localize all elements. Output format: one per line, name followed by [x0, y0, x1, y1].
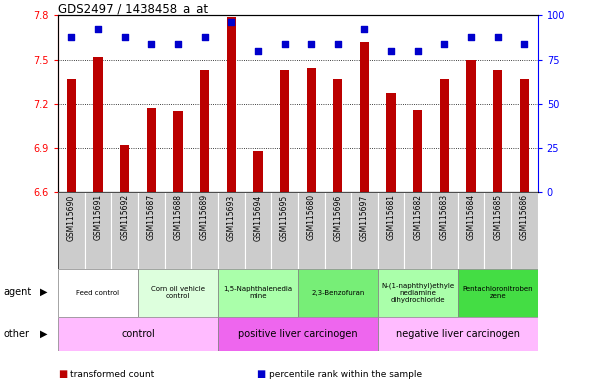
Bar: [85, 192, 111, 269]
Point: [67, 33, 76, 40]
Bar: [227, 17, 236, 192]
Point: [386, 48, 396, 54]
Bar: [58, 269, 138, 317]
Bar: [298, 192, 324, 269]
Text: GSM115693: GSM115693: [227, 194, 236, 240]
Bar: [218, 269, 298, 317]
Bar: [244, 192, 271, 269]
Text: GSM115692: GSM115692: [120, 194, 129, 240]
Text: GSM115691: GSM115691: [93, 194, 103, 240]
Point: [333, 41, 343, 47]
Bar: [404, 192, 431, 269]
Point: [413, 48, 423, 54]
Point: [147, 41, 156, 47]
Bar: [191, 192, 218, 269]
Text: GDS2497 / 1438458_a_at: GDS2497 / 1438458_a_at: [58, 2, 208, 15]
Point: [200, 33, 210, 40]
Text: percentile rank within the sample: percentile rank within the sample: [269, 370, 422, 379]
Bar: [387, 93, 396, 192]
Text: GSM115688: GSM115688: [174, 194, 183, 240]
Point: [519, 41, 529, 47]
Text: GSM115684: GSM115684: [467, 194, 475, 240]
Text: ■: ■: [58, 369, 67, 379]
Text: GSM115680: GSM115680: [307, 194, 316, 240]
Bar: [280, 70, 289, 192]
Text: N-(1-naphthyl)ethyle
nediamine
dihydrochloride: N-(1-naphthyl)ethyle nediamine dihydroch…: [381, 283, 455, 303]
Bar: [493, 70, 502, 192]
Bar: [458, 192, 485, 269]
Bar: [174, 111, 183, 192]
Bar: [200, 70, 209, 192]
Text: control: control: [121, 329, 155, 339]
Bar: [333, 79, 343, 192]
Bar: [298, 269, 378, 317]
Bar: [440, 79, 449, 192]
Text: 1,5-Naphthalenedia
mine: 1,5-Naphthalenedia mine: [224, 286, 293, 299]
Bar: [271, 192, 298, 269]
Text: Pentachloronitroben
zene: Pentachloronitroben zene: [463, 286, 533, 299]
Text: 2,3-Benzofuran: 2,3-Benzofuran: [311, 290, 365, 296]
Point: [173, 41, 183, 47]
Bar: [307, 68, 316, 192]
Text: GSM115681: GSM115681: [387, 194, 396, 240]
Text: GSM115687: GSM115687: [147, 194, 156, 240]
Bar: [466, 60, 476, 192]
Text: agent: agent: [3, 287, 31, 297]
Bar: [378, 192, 404, 269]
Bar: [511, 192, 538, 269]
Point: [226, 19, 236, 25]
Point: [306, 41, 316, 47]
Bar: [378, 269, 458, 317]
Bar: [218, 317, 378, 351]
Text: GSM115696: GSM115696: [334, 194, 342, 240]
Text: GSM115689: GSM115689: [200, 194, 209, 240]
Text: Corn oil vehicle
control: Corn oil vehicle control: [151, 286, 205, 299]
Text: GSM115683: GSM115683: [440, 194, 449, 240]
Text: GSM115697: GSM115697: [360, 194, 369, 240]
Bar: [413, 109, 422, 192]
Bar: [431, 192, 458, 269]
Bar: [138, 269, 218, 317]
Bar: [93, 56, 103, 192]
Text: transformed count: transformed count: [70, 370, 155, 379]
Bar: [111, 192, 138, 269]
Text: GSM115686: GSM115686: [520, 194, 529, 240]
Bar: [485, 192, 511, 269]
Text: GSM115695: GSM115695: [280, 194, 289, 240]
Bar: [351, 192, 378, 269]
Point: [93, 26, 103, 33]
Point: [493, 33, 503, 40]
Bar: [138, 192, 164, 269]
Bar: [520, 79, 529, 192]
Bar: [458, 269, 538, 317]
Bar: [378, 317, 538, 351]
Bar: [218, 192, 244, 269]
Point: [439, 41, 449, 47]
Point: [253, 48, 263, 54]
Text: negative liver carcinogen: negative liver carcinogen: [396, 329, 520, 339]
Text: GSM115694: GSM115694: [254, 194, 262, 240]
Text: positive liver carcinogen: positive liver carcinogen: [238, 329, 357, 339]
Text: ■: ■: [257, 369, 266, 379]
Point: [280, 41, 290, 47]
Text: ▶: ▶: [40, 287, 47, 297]
Text: ▶: ▶: [40, 329, 47, 339]
Bar: [120, 145, 130, 192]
Bar: [58, 317, 218, 351]
Bar: [58, 192, 85, 269]
Point: [120, 33, 130, 40]
Bar: [324, 192, 351, 269]
Text: GSM115682: GSM115682: [413, 194, 422, 240]
Bar: [164, 192, 191, 269]
Bar: [147, 108, 156, 192]
Point: [466, 33, 476, 40]
Bar: [67, 79, 76, 192]
Text: GSM115690: GSM115690: [67, 194, 76, 240]
Text: GSM115685: GSM115685: [493, 194, 502, 240]
Text: Feed control: Feed control: [76, 290, 120, 296]
Bar: [253, 151, 263, 192]
Text: other: other: [3, 329, 29, 339]
Point: [360, 26, 370, 33]
Bar: [360, 42, 369, 192]
